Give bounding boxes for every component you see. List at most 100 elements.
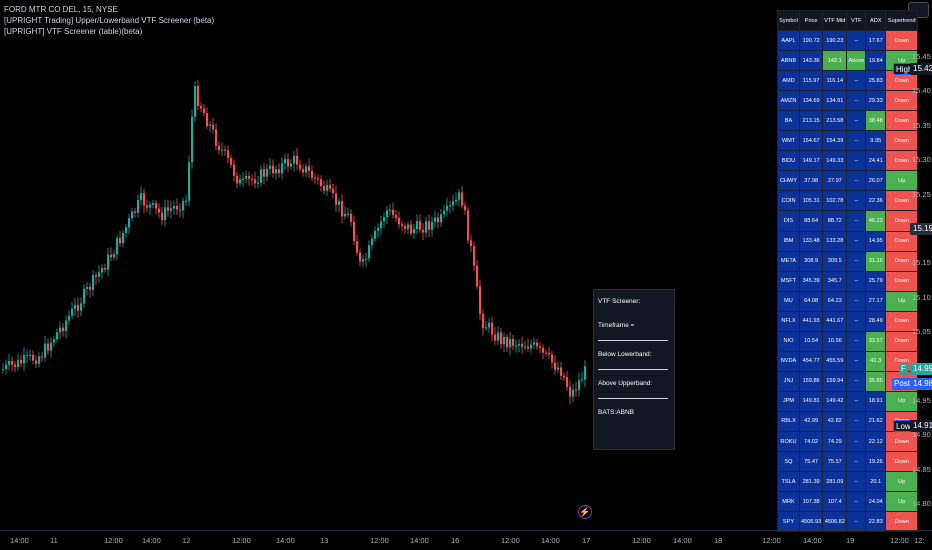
cell-st: Down [885,70,919,92]
table-row: ROKU 74.02 74.29 -- 22.12 Down [777,430,919,453]
table-row: BIDU 149.17 149.33 -- 24.41 Down [777,150,919,172]
cell-symbol: JPM [777,390,800,412]
candle-body [113,254,116,258]
candle-body [545,352,548,354]
candle-body [521,343,524,348]
candle-body [233,164,236,176]
candle-body [44,343,47,358]
cell-mid: 107.4 [822,491,848,513]
cell-vtf: -- [846,511,867,533]
candle-body [371,238,374,246]
cell-symbol: MSFT [777,270,800,292]
cell-st: Up [885,170,919,192]
cell-price: 105.31 [798,190,824,212]
candle-body [59,327,62,333]
cell-mid: 74.29 [822,430,848,453]
cell-mid: 116.14 [822,70,848,92]
table-row: NVDA 454.77 455.59 -- 41.3 Down [777,350,919,372]
cell-adx: 46.23 [865,210,887,232]
cell-symbol: MU [777,290,800,312]
candle-body [101,268,104,273]
candle-body [401,224,404,226]
candle-body [281,163,284,174]
table-row: SQ 75.47 75.57 -- 19.26 Down [777,451,919,473]
cell-vtf: -- [846,30,867,52]
candle-body [41,356,44,358]
cell-price: 64.08 [798,290,824,312]
candle-body [377,227,380,231]
cell-symbol: SQ [777,451,800,473]
candle-body [314,177,317,179]
cell-vtf: -- [846,230,867,252]
cell-vtf: -- [846,430,867,453]
table-row: COIN 105.31 102.78 -- 22.36 Down [777,190,919,212]
time-tick: 17 [582,536,591,545]
candle-body [365,258,368,260]
candle-body [539,346,542,348]
candle-body [515,345,518,347]
cell-st: Down [885,130,919,152]
time-tick: 19 [846,536,855,545]
candle-body [338,201,341,205]
cell-symbol: ROKU [777,430,800,453]
indicator-1-title[interactable]: [UPRIGHT Trading] Upper/Lowerband VTF Sc… [4,16,215,25]
cell-vtf: -- [846,330,867,352]
price-tick: 15.05 [912,327,931,337]
post-price-label: 14.98 [910,378,932,390]
candle-body [212,124,215,130]
candle-body [572,389,575,397]
candle-body [227,150,230,159]
table-row: JPM 149.81 149.42 -- 18.91 Up [777,390,919,412]
cell-price: 74.02 [798,430,824,453]
candle-body [161,212,164,221]
candle-body [122,232,125,244]
table-row: DIS 88.64 88.72 -- 46.23 Down [777,210,919,232]
table-row: CHWY 37.98 37.97 -- 26.07 Up [777,170,919,192]
cell-vtf: -- [846,491,867,513]
cell-price: 10.54 [798,330,824,352]
candle-body [209,124,212,126]
lightning-icon[interactable]: ⚡ [578,505,592,519]
candle-body [410,224,413,234]
time-tick: 12: [914,536,925,545]
candle-body [83,288,86,304]
cell-st: Up [885,491,919,513]
candle-body [419,221,422,230]
candle-body [440,214,443,223]
candle-body [131,211,134,219]
cell-vtf: -- [846,110,867,132]
cell-vtf: -- [846,90,867,112]
candle-body [329,185,332,189]
cell-price: 213.15 [798,110,824,132]
candle-body [443,210,446,215]
candle-body [302,169,305,173]
chart-legend: FORD MTR CO DEL, 15, NYSE [UPRIGHT Tradi… [4,4,214,37]
price-tick: 15.30 [912,155,931,165]
candle-body [47,343,50,351]
cell-vtf: -- [846,290,867,312]
time-axis[interactable]: 14:00 11 12:00 14:00 12 12:00 14:00 13 12:00 14:0… [0,530,932,550]
cell-mid: 213.58 [822,110,848,132]
table-row: MSFT 345.39 345.7 -- 25.79 Down [777,270,919,292]
time-tick: 12:00 [762,536,781,545]
candle-body [425,221,428,233]
candle-body [551,354,554,363]
candle-body [293,155,296,164]
indicator-2-title[interactable]: [UPRIGHT] VTF Screener (table)(beta) [4,27,143,36]
cell-price: 154.67 [798,130,824,152]
candle-body [50,342,53,351]
candle-body [125,227,128,233]
cell-st: Down [885,190,919,212]
symbol-title[interactable]: FORD MTR CO DEL, 15, NYSE [4,5,118,14]
candle-body [548,352,551,355]
candle-body [11,361,14,365]
cell-mid: 455.59 [822,350,848,372]
candle-body [266,168,269,177]
candle-body [149,204,152,208]
candle-body [422,229,425,233]
cell-mid: 142.1 [822,50,848,72]
candle-body [152,203,155,205]
post-tag: Post [892,378,913,390]
candle-body [509,338,512,348]
